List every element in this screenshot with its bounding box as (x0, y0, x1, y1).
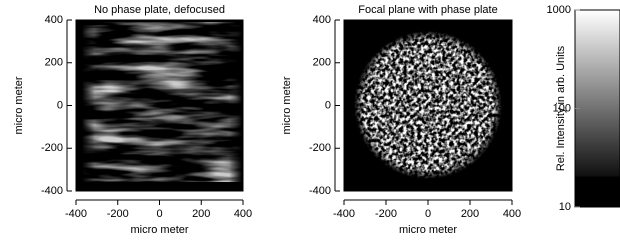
y-tick-label: -400 (41, 185, 63, 197)
y-tick-label: -200 (309, 142, 331, 154)
x-tick-label: 0 (156, 208, 162, 220)
x-tick-label: -200 (375, 208, 397, 220)
y-axis-label: micro meter (13, 76, 25, 134)
y-tick-label: 0 (325, 99, 331, 111)
x-axis-label: micro meter (130, 224, 188, 236)
figure: No phase plate, defocused -400 -200 0 200 400… (0, 0, 620, 248)
y-tick-label: -200 (41, 142, 63, 154)
y-tick-label: 200 (45, 57, 63, 69)
y-tick-label: 400 (45, 14, 63, 26)
x-tick-label: 200 (192, 208, 210, 220)
y-tick-label: 200 (313, 57, 331, 69)
x-tick-label: 0 (425, 208, 431, 220)
y-axis-label: micro meter (281, 76, 293, 134)
x-tick-label: 200 (461, 208, 479, 220)
panel-title: Focal plane with phase plate (358, 4, 497, 16)
x-axis-label: micro meter (399, 224, 457, 236)
y-tick-label: 0 (57, 99, 63, 111)
image-texture (350, 28, 506, 184)
y-tick-label: -400 (309, 185, 331, 197)
y-tick-label: 400 (313, 14, 331, 26)
x-tick-label: 400 (503, 208, 521, 220)
x-tick-label: -400 (65, 208, 87, 220)
y-tick-label: 1000 (547, 4, 571, 16)
colorbar-gradient (575, 10, 620, 207)
x-tick-label: -400 (333, 208, 355, 220)
panel-title: No phase plate, defocused (94, 4, 225, 16)
image-texture (82, 22, 242, 182)
y-tick-label: 10 (559, 201, 571, 213)
x-tick-label: 400 (234, 208, 252, 220)
x-tick-label: -200 (107, 208, 129, 220)
colorbar-label: Rel. Intensity in arb. Units (555, 45, 567, 171)
